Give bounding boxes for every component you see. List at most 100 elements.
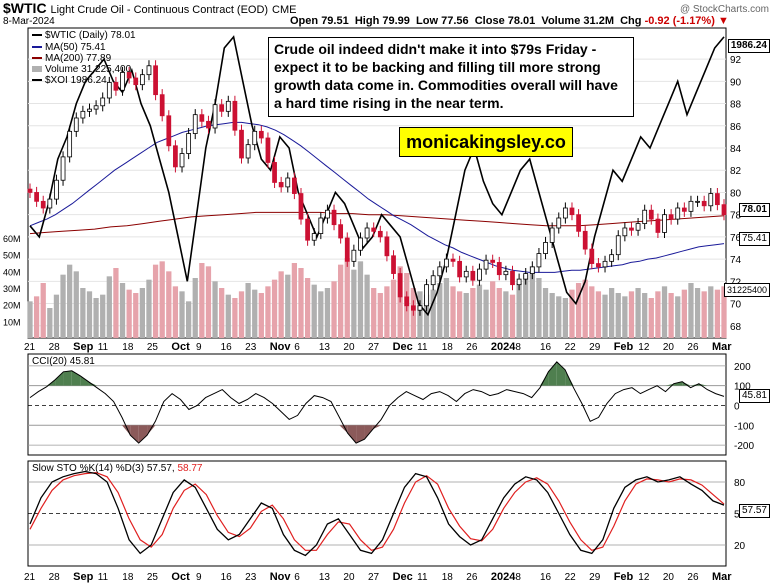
- candle-body: [338, 224, 344, 239]
- candle-body: [377, 230, 383, 238]
- volume-bar: [615, 293, 621, 338]
- volume-bar: [609, 288, 615, 338]
- volume-bar: [179, 291, 185, 338]
- volume-bar: [655, 291, 661, 338]
- x-tick-label: Mar: [712, 341, 732, 353]
- volume-tick-label: 20M: [3, 301, 21, 311]
- volume-bar: [73, 271, 79, 338]
- x-tick-label: 13: [319, 342, 331, 353]
- candle-body: [311, 233, 317, 241]
- instrument-name: Light Crude Oil - Continuous Contract (E…: [50, 4, 269, 16]
- volume-bar: [661, 286, 668, 338]
- candle-body: [186, 133, 192, 154]
- candle-body: [34, 192, 39, 202]
- ohlc-readout: Open 79.51 High 79.99 Low 77.56 Close 78…: [290, 15, 729, 27]
- symbol: $WTIC: [3, 0, 47, 16]
- legend-volume: Volume 31,225,400: [32, 64, 131, 75]
- volume-bar: [569, 289, 575, 338]
- x-tick-label: 22: [565, 342, 577, 353]
- panel-frame: [27, 353, 727, 456]
- candle-body: [325, 209, 330, 219]
- sto-k-path: [29, 470, 725, 557]
- volume-bar: [496, 288, 502, 338]
- volume-bar: [80, 288, 86, 338]
- panel-frame: [27, 460, 727, 567]
- sto-tick-label: 80: [734, 478, 746, 489]
- candle-body: [417, 305, 423, 311]
- candle-body: [675, 207, 681, 220]
- candle-body: [410, 305, 416, 311]
- price-tick-label: 68: [730, 322, 742, 333]
- x-tick-label: 20: [343, 342, 355, 353]
- volume-bar: [443, 278, 450, 338]
- candle-body: [642, 209, 648, 224]
- candle-body: [67, 130, 73, 158]
- candle-body: [54, 179, 59, 200]
- candle-body: [391, 255, 396, 274]
- high-value: 79.99: [382, 15, 410, 27]
- volume-bar: [344, 258, 350, 338]
- volume-bar: [232, 298, 238, 338]
- x-tick-label: Dec: [393, 341, 413, 353]
- volume-bar: [549, 293, 555, 338]
- cci-tag: 45.81: [738, 389, 770, 403]
- x-tick-label: 16: [221, 342, 233, 353]
- candle-body: [384, 236, 390, 257]
- x-tick-label: 29: [589, 572, 601, 583]
- brand-label: monicakingsley.co: [399, 127, 573, 157]
- candle-body: [444, 258, 449, 268]
- candle-body: [569, 207, 575, 216]
- ma50-tag: 75.41: [738, 232, 770, 246]
- volume-bar: [146, 279, 152, 338]
- volume-bar: [371, 288, 377, 338]
- candle-body: [93, 105, 99, 110]
- panel-frames: [27, 27, 727, 567]
- x-tick-label: 6: [294, 572, 300, 583]
- volume-bar: [628, 291, 635, 338]
- candle-body: [292, 177, 297, 194]
- candle-body: [602, 260, 608, 268]
- volume-bar: [199, 263, 205, 338]
- candle-body: [503, 270, 509, 276]
- close-value: 78.01: [507, 15, 536, 27]
- candle-body: [265, 137, 271, 163]
- candle-body: [655, 218, 661, 233]
- x-tick-label: Oct: [171, 341, 190, 353]
- open-value: 79.51: [321, 15, 349, 27]
- volume-bar: [589, 286, 595, 338]
- candle-body: [212, 104, 218, 129]
- volume-bar: [133, 293, 139, 338]
- x-tick-label: 21: [24, 342, 36, 353]
- volume-bar: [556, 296, 562, 338]
- volume-bar: [40, 283, 46, 338]
- volume-tick-label: 30M: [3, 284, 21, 294]
- volume-bar: [351, 269, 357, 338]
- volume-bar: [575, 283, 582, 338]
- volume-bar: [67, 264, 73, 338]
- sto-legend: Slow STO %K(14) %D(3) 57.57, 58.77: [32, 463, 203, 474]
- candle-body: [173, 145, 178, 168]
- x-tick-label: 28: [49, 572, 61, 583]
- candle-body: [219, 104, 225, 112]
- candle-body: [73, 117, 79, 132]
- change-value: -0.92 (-1.17%): [644, 15, 715, 27]
- candle-body: [331, 209, 337, 226]
- volume-bar: [238, 291, 245, 338]
- volume-bar: [126, 289, 132, 338]
- candle-body: [695, 200, 700, 203]
- volume-bar: [219, 288, 225, 338]
- cci-tick-label: 200: [734, 362, 751, 373]
- cci-oversold-fill: [364, 425, 373, 440]
- candle-body: [681, 207, 687, 212]
- volume-bar: [338, 264, 344, 338]
- volume-bar: [390, 279, 397, 338]
- x-tick-label: 20: [663, 572, 675, 583]
- chart-date: 8-Mar-2024: [3, 16, 55, 27]
- x-tick-label: 25: [147, 572, 159, 583]
- x-tick-label: 11: [98, 342, 109, 353]
- volume-bar: [252, 289, 258, 338]
- legend-ma200: MA(200) 77.89: [32, 53, 111, 64]
- legend-price: $WTIC (Daily) 78.01: [32, 30, 136, 41]
- candle-body: [457, 260, 462, 278]
- candle-body: [477, 268, 482, 281]
